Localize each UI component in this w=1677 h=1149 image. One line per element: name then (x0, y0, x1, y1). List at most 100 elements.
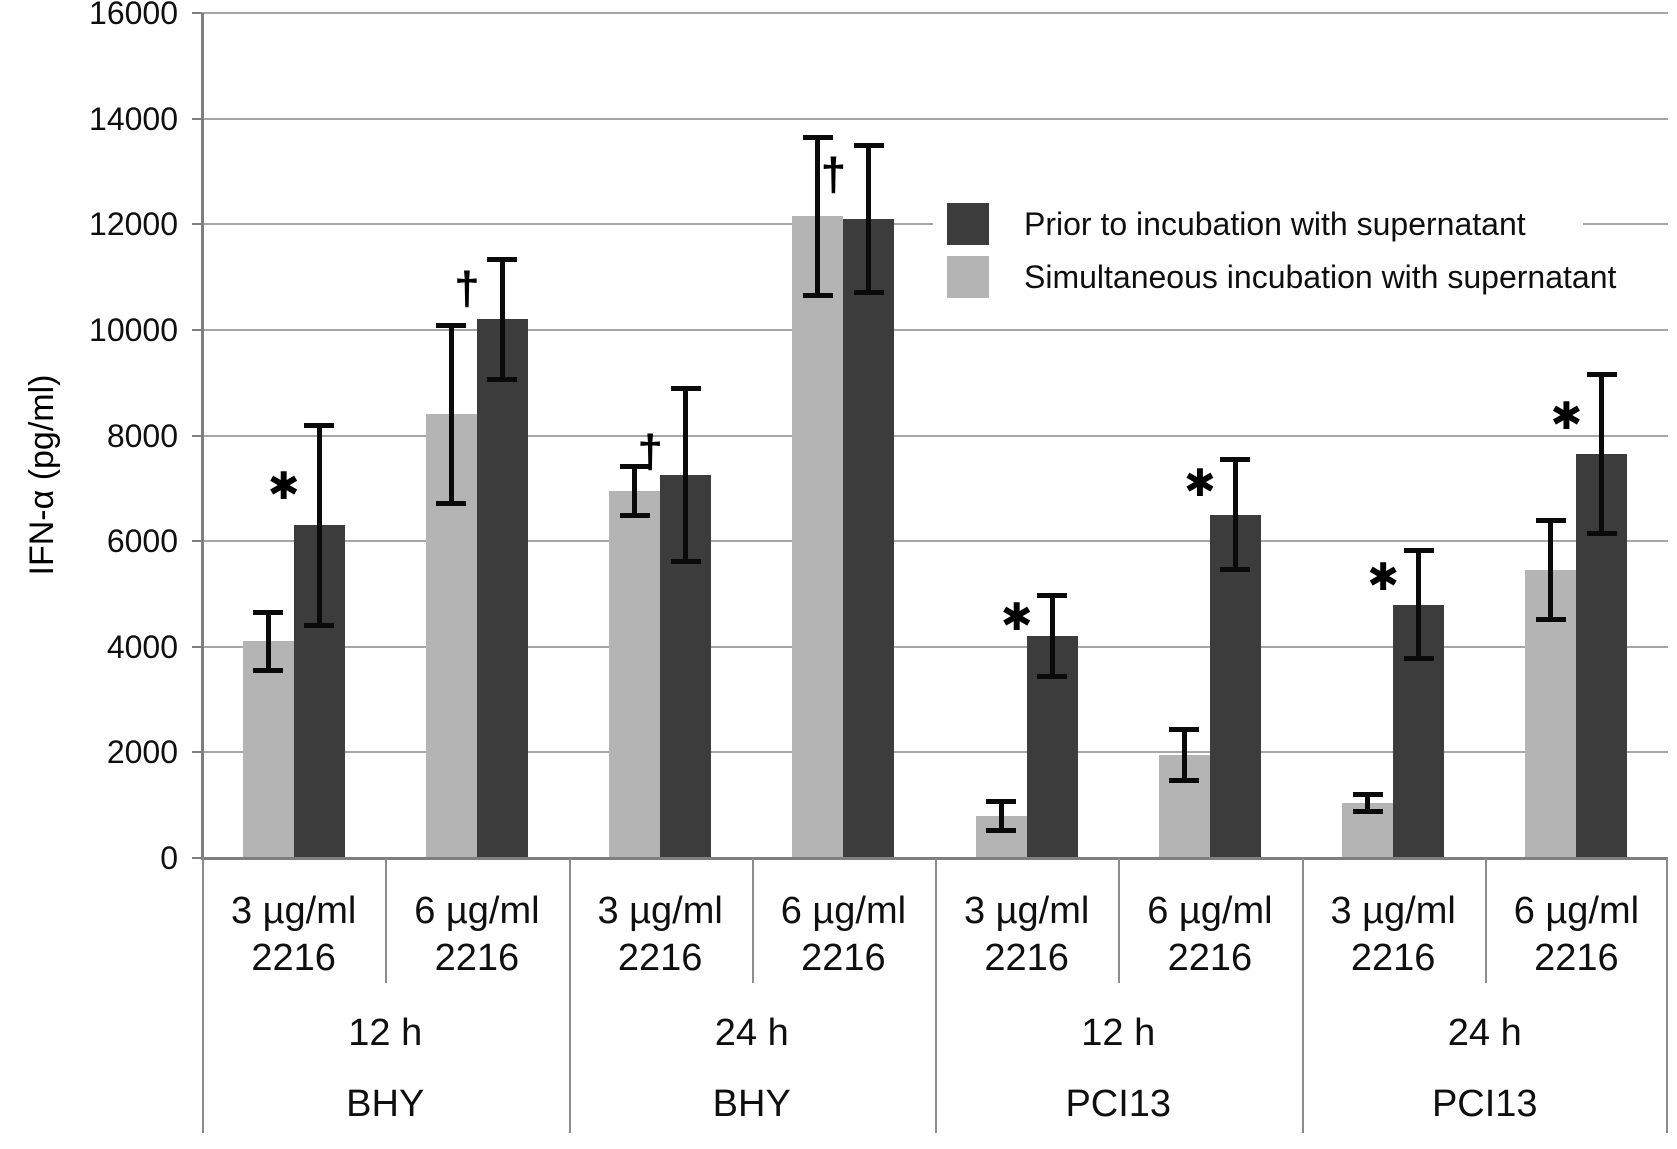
x-label-time-2: 12 h (1081, 1012, 1156, 1054)
y-tick-mark-8000 (192, 434, 202, 437)
bar-simultaneous-error-bar-0 (265, 612, 271, 671)
bar-prior-error-cap-bottom-2 (670, 559, 701, 565)
x-label-dose-1: 6 µg/ml 2216 (414, 890, 540, 979)
gridline-14000 (202, 117, 1668, 120)
x-label-dose-3: 6 µg/ml 2216 (780, 890, 907, 979)
bar-prior-error-cap-top-0 (304, 422, 335, 428)
legend-label-prior: Prior to incubation with supernatant (1024, 206, 1526, 242)
bar-simultaneous-2 (609, 490, 661, 858)
bar-simultaneous-error-cap-bottom-6 (1352, 808, 1383, 814)
bar-prior-error-cap-top-2 (670, 385, 701, 391)
significance-marker-3: † (820, 148, 847, 201)
x-label-dose-4: 3 µg/ml 2216 (963, 890, 1090, 979)
significance-marker-2: † (637, 425, 663, 478)
significance-marker-5: ✱ (1183, 461, 1216, 506)
bar-prior-error-cap-top-4 (1037, 592, 1068, 598)
bar-simultaneous-error-cap-bottom-1 (436, 501, 467, 507)
y-tick-mark-12000 (192, 223, 202, 226)
y-axis-line (201, 13, 204, 860)
y-tick-label-8000: 8000 (106, 417, 178, 454)
y-tick-mark-0 (192, 857, 202, 859)
bar-simultaneous-error-cap-top-0 (253, 610, 284, 616)
dose-separator-line (1484, 858, 1487, 983)
bar-simultaneous-0 (242, 641, 294, 858)
legend-swatch-simultaneous-icon (947, 256, 989, 298)
x-label-cellline-2: PCI13 (1065, 1083, 1172, 1125)
group-separator-line (1666, 858, 1668, 1133)
bar-simultaneous-error-cap-top-4 (986, 798, 1017, 804)
gridline-10000 (202, 328, 1668, 331)
significance-marker-7: ✱ (1550, 394, 1583, 439)
dose-separator-line (1118, 858, 1121, 983)
bar-prior-1 (476, 319, 528, 858)
bar-prior-error-cap-top-7 (1586, 371, 1617, 377)
bar-prior-error-bar-1 (499, 258, 505, 381)
y-tick-label-0: 0 (160, 840, 178, 876)
y-tick-mark-6000 (192, 540, 202, 543)
legend-swatch-prior-icon (947, 203, 989, 245)
x-label-dose-6: 3 µg/ml 2216 (1330, 890, 1456, 979)
gridline-2000 (202, 751, 1668, 754)
bar-prior-error-cap-bottom-4 (1037, 674, 1068, 680)
legend-label-simultaneous: Simultaneous incubation with supernatant (1024, 259, 1617, 295)
y-tick-label-2000: 2000 (106, 734, 178, 771)
y-tick-label-4000: 4000 (106, 628, 178, 665)
bar-prior-error-cap-top-6 (1403, 548, 1434, 554)
bar-simultaneous-error-bar-5 (1181, 728, 1187, 782)
group-separator-line (935, 858, 937, 1133)
bar-prior-error-cap-top-3 (853, 143, 884, 149)
group-separator-line (202, 858, 204, 1133)
x-label-time-0: 12 h (348, 1012, 423, 1054)
x-label-cellline-3: PCI13 (1431, 1083, 1538, 1125)
x-label-cellline-0: BHY (346, 1083, 425, 1125)
y-tick-label-6000: 6000 (106, 523, 178, 560)
bar-prior-error-bar-4 (1049, 594, 1055, 678)
y-tick-mark-10000 (192, 328, 202, 331)
bar-prior-error-bar-7 (1599, 373, 1605, 535)
gridline-6000 (202, 540, 1668, 543)
bar-prior-error-cap-bottom-5 (1220, 567, 1251, 573)
significance-marker-6: ✱ (1367, 554, 1400, 599)
bar-prior-error-cap-bottom-7 (1586, 531, 1617, 537)
bar-simultaneous-error-bar-4 (998, 800, 1004, 831)
group-separator-line (1301, 858, 1304, 1133)
gridline-16000 (202, 12, 1668, 14)
y-tick-mark-14000 (192, 117, 202, 120)
dose-separator-line (751, 858, 754, 983)
x-label-dose-5: 6 µg/ml 2216 (1147, 890, 1273, 979)
bar-prior-error-cap-bottom-0 (304, 622, 335, 628)
gridline-8000 (202, 434, 1668, 437)
gridline-4000 (202, 645, 1668, 648)
y-tick-label-16000: 16000 (89, 0, 178, 31)
y-tick-mark-16000 (192, 12, 202, 14)
bar-prior-error-bar-6 (1416, 550, 1422, 659)
bar-simultaneous-error-cap-bottom-0 (253, 667, 284, 673)
y-tick-mark-4000 (192, 645, 202, 648)
y-tick-mark-2000 (192, 751, 202, 754)
bar-simultaneous-error-cap-top-7 (1535, 518, 1566, 523)
bar-prior-3 (843, 218, 895, 858)
bar-simultaneous-error-bar-6 (1365, 793, 1371, 812)
y-tick-label-10000: 10000 (89, 311, 178, 348)
legend: Prior to incubation with supernatant Sim… (933, 188, 1616, 316)
bar-simultaneous-error-bar-7 (1548, 520, 1554, 621)
bar-prior-error-bar-5 (1232, 459, 1238, 571)
bar-prior-error-cap-top-5 (1220, 457, 1251, 463)
x-label-dose-0: 3 µg/ml 2216 (230, 890, 357, 979)
bar-simultaneous-error-cap-top-6 (1352, 791, 1383, 797)
bar-simultaneous-error-bar-2 (632, 465, 638, 517)
bar-prior-error-cap-top-1 (487, 256, 518, 262)
bar-simultaneous-error-cap-bottom-7 (1535, 617, 1566, 623)
bar-simultaneous-error-cap-top-2 (619, 463, 650, 469)
x-label-dose-7: 6 µg/ml 2216 (1513, 890, 1640, 979)
dose-separator-line (385, 858, 388, 983)
y-tick-label-12000: 12000 (89, 206, 178, 243)
x-label-time-3: 24 h (1447, 1012, 1522, 1054)
bar-simultaneous-3 (792, 216, 844, 858)
bar-prior-error-cap-bottom-3 (853, 289, 884, 295)
significance-marker-0: ✱ (267, 463, 300, 508)
bar-simultaneous-error-cap-top-5 (1169, 726, 1200, 732)
bar-simultaneous-error-cap-top-3 (802, 135, 833, 141)
bar-simultaneous-error-cap-bottom-3 (802, 292, 833, 298)
